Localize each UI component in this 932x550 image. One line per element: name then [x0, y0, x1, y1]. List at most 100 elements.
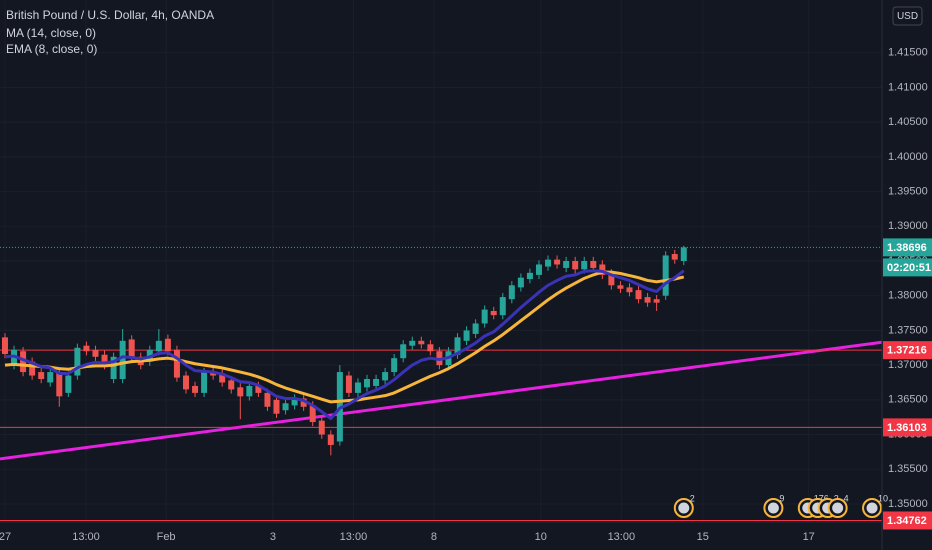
- candle-body: [309, 405, 316, 423]
- candle-body: [56, 372, 63, 397]
- candle-body: [264, 392, 271, 407]
- candle-body: [345, 375, 352, 393]
- candle-body: [635, 290, 642, 300]
- candle-body: [38, 372, 45, 380]
- legend: British Pound / U.S. Dollar, 4h, OANDA M…: [6, 8, 214, 56]
- y-tick-label: 1.37500: [888, 324, 928, 336]
- event-icon[interactable]: 4: [827, 493, 849, 518]
- event-count[interactable]: 10: [878, 493, 888, 503]
- x-tick-label: Feb: [157, 531, 176, 543]
- candle-body: [364, 379, 371, 388]
- candle-body: [499, 297, 506, 316]
- candle-body: [391, 358, 398, 373]
- level-label: 1.36103: [887, 422, 927, 434]
- event-flag[interactable]: [678, 502, 690, 514]
- legend-entry: MA (14, close, 0): [6, 26, 96, 40]
- candle-body: [155, 340, 162, 352]
- y-tick-label: 1.35000: [888, 498, 928, 510]
- y-tick-label: 1.39000: [888, 220, 928, 232]
- candle-body: [463, 330, 470, 341]
- level-label: 1.34762: [887, 515, 927, 527]
- trendline: [0, 340, 883, 461]
- candle-body: [481, 309, 488, 324]
- candle-body: [237, 387, 244, 397]
- candle-body: [563, 261, 570, 268]
- candle-body: [418, 340, 425, 345]
- legend-entry: EMA (8, close, 0): [6, 42, 97, 56]
- candle-body: [246, 385, 253, 397]
- candle-body: [427, 344, 434, 352]
- candle-body: [680, 247, 687, 261]
- candle-body: [282, 403, 289, 411]
- x-tick-label: 17: [803, 531, 815, 543]
- level-label-box: [883, 418, 932, 437]
- candle-body: [291, 398, 298, 406]
- candle-body: [318, 420, 325, 435]
- candle-body: [409, 340, 416, 346]
- y-tick-label: 1.36500: [888, 394, 928, 406]
- event-flag[interactable]: [767, 502, 779, 514]
- event-flag[interactable]: [866, 502, 878, 514]
- candle-body: [182, 375, 189, 390]
- x-tick-label: 15: [697, 531, 709, 543]
- axes: 1.350001.355001.360001.365001.370001.375…: [0, 47, 932, 543]
- candle-body: [210, 372, 217, 376]
- candle-body: [29, 361, 36, 376]
- chart-title: British Pound / U.S. Dollar, 4h, OANDA: [6, 8, 214, 22]
- x-tick-label: 10: [535, 531, 547, 543]
- y-tick-label: 1.41500: [888, 47, 928, 59]
- candle-body: [219, 373, 226, 383]
- event-count[interactable]: 2: [690, 493, 695, 503]
- event-flag[interactable]: [832, 502, 844, 514]
- y-tick-label: 1.39500: [888, 185, 928, 197]
- currency-label[interactable]: USD: [897, 11, 918, 22]
- y-tick-label: 1.38000: [888, 290, 928, 302]
- x-tick-label: 13:00: [72, 531, 100, 543]
- event-icon[interactable]: 9: [763, 493, 784, 518]
- candle-body: [572, 261, 579, 270]
- candle-body: [400, 344, 407, 359]
- candle-body: [20, 351, 27, 373]
- y-tick-label: 1.37000: [888, 359, 928, 371]
- candle-body: [255, 385, 262, 393]
- event-icon[interactable]: 2: [673, 493, 695, 518]
- y-tick-label: 1.35500: [888, 463, 928, 475]
- candle-body: [327, 434, 334, 445]
- candle-body: [74, 347, 81, 376]
- candle-body: [373, 379, 380, 386]
- candle-body: [101, 354, 108, 366]
- candle-body: [92, 349, 99, 357]
- candle-body: [164, 338, 171, 352]
- event-icon[interactable]: 10: [862, 493, 888, 518]
- candle-body: [608, 273, 615, 286]
- grid: [0, 0, 882, 522]
- currency-box[interactable]: [892, 6, 923, 26]
- last-price-label: 1.38696: [887, 242, 927, 254]
- candle-body: [517, 277, 524, 288]
- x-tick-label: 8: [431, 531, 437, 543]
- candle-body: [173, 349, 180, 378]
- event-count[interactable]: 4: [844, 493, 849, 503]
- x-tick-label: 3: [270, 531, 276, 543]
- level-label-box: [883, 341, 932, 360]
- candle-body: [617, 285, 624, 289]
- currency-button[interactable]: USD: [892, 6, 923, 26]
- last-price-label-box: [883, 238, 932, 257]
- candle-body: [545, 259, 552, 267]
- y-tick-label: 1.41000: [888, 81, 928, 93]
- candle-body: [119, 340, 126, 380]
- indicator-line: [4, 270, 685, 404]
- candle-body: [535, 264, 542, 275]
- level-label: 1.37216: [887, 345, 927, 357]
- candle-body: [662, 255, 669, 296]
- candle-body: [671, 254, 678, 260]
- indicator-line: [4, 269, 685, 421]
- candle-body: [228, 380, 235, 390]
- candle-body: [65, 375, 72, 393]
- event-count[interactable]: 9: [779, 493, 784, 503]
- level-label-box: [883, 511, 932, 530]
- candle-body: [382, 372, 389, 381]
